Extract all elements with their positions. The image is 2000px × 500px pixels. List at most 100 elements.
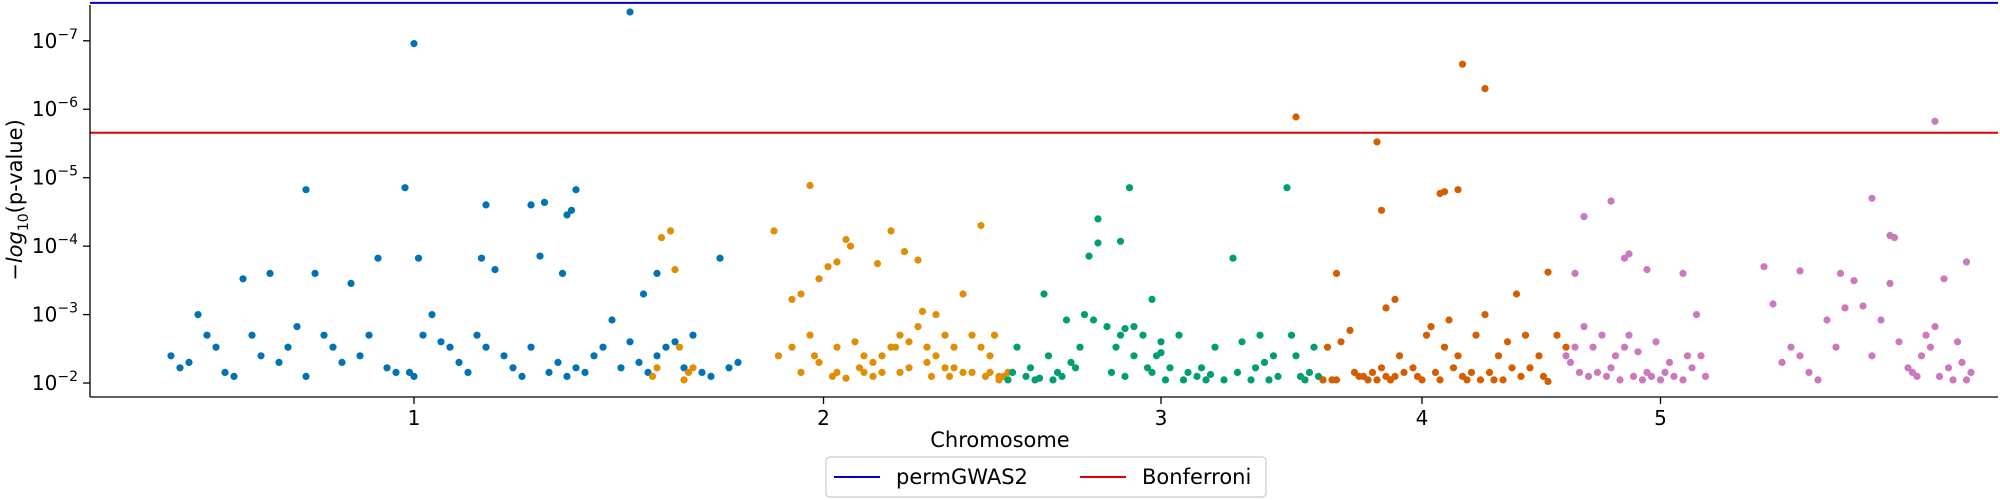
data-point-chr3-19: [1094, 239, 1102, 247]
data-point-chr3-43: [1229, 254, 1237, 262]
data-point-chr2-56: [914, 323, 922, 331]
data-point-chr4-51: [1373, 138, 1381, 146]
data-point-chr1-3: [194, 311, 202, 319]
legend-label-bonferroni: Bonferroni: [1142, 465, 1251, 489]
data-point-chr5-37: [1679, 269, 1687, 277]
data-point-chr3-48: [1256, 331, 1264, 339]
data-point-chr5-25: [1679, 376, 1687, 384]
data-point-chr2-33: [923, 358, 931, 366]
data-point-chr3-15: [1076, 343, 1084, 351]
data-point-chr5-68: [1967, 368, 1975, 376]
data-point-chr4-32: [1472, 331, 1480, 339]
data-point-chr3-27: [1139, 331, 1147, 339]
data-point-chr5-42: [1796, 352, 1804, 360]
data-point-chr2-18: [833, 368, 841, 376]
data-point-chr1-39: [491, 266, 499, 274]
x-tick-label-1: 1: [408, 406, 421, 430]
data-point-chr2-48: [833, 343, 841, 351]
data-point-chr2-28: [896, 331, 904, 339]
data-point-chr1-25: [392, 368, 400, 376]
data-point-chr2-40: [968, 368, 976, 376]
data-point-chr4-39: [1503, 338, 1512, 346]
data-point-chr1-8: [239, 275, 247, 283]
data-point-chr3-2: [1013, 343, 1021, 351]
data-point-chr3-20: [1103, 323, 1111, 331]
data-point-chr3-24: [1121, 372, 1129, 380]
y-tick-label-4: 10−3: [32, 301, 78, 327]
data-point-chr3-25: [1125, 184, 1134, 192]
data-point-chr1-26: [401, 184, 409, 192]
data-point-chr3-37: [1193, 372, 1201, 380]
data-point-chr1-56: [635, 358, 643, 366]
data-point-chr2-7: [684, 368, 693, 376]
data-point-chr5-7: [1593, 368, 1602, 376]
data-point-chr1-10: [257, 352, 265, 360]
data-point-chr1-31: [428, 311, 436, 319]
data-point-chr3-55: [1292, 352, 1300, 360]
data-point-chr4-0: [1319, 376, 1327, 384]
data-point-chr2-24: [873, 260, 882, 268]
data-point-chr3-9: [1049, 376, 1057, 384]
data-point-chr2-9: [770, 227, 778, 235]
y-axis-label-rest: (p-value): [3, 119, 27, 213]
data-point-chr1-60: [662, 343, 670, 351]
y-tick-label-2: 10−5: [32, 164, 78, 190]
legend: permGWAS2 Bonferroni: [825, 456, 1267, 498]
data-point-chr1-59: [653, 352, 661, 360]
data-point-chr1-47: [558, 269, 567, 277]
data-point-chr5-0: [1562, 352, 1570, 360]
data-point-chr5-43: [1805, 368, 1813, 376]
data-point-chr5-3: [1575, 368, 1584, 376]
data-point-chr4-43: [1521, 331, 1530, 339]
data-point-chr3-33: [1166, 364, 1174, 372]
data-point-chr2-62: [968, 331, 976, 339]
data-point-chr3-46: [1247, 376, 1255, 384]
data-point-chr5-12: [1616, 376, 1624, 384]
data-point-chr1-1: [176, 364, 184, 372]
data-point-chr5-29: [1697, 352, 1705, 360]
data-point-chr2-5: [675, 343, 684, 351]
data-point-chr3-51: [1269, 352, 1278, 360]
data-point-chr5-23: [1665, 358, 1674, 366]
data-point-chr4-36: [1490, 376, 1498, 384]
data-point-chr3-6: [1035, 374, 1044, 382]
data-point-chr4-3: [1332, 376, 1341, 384]
data-point-chr1-52: [599, 343, 607, 351]
data-point-chr2-34: [927, 372, 936, 380]
data-point-chr1-15: [302, 372, 310, 380]
y-axis-label: −log10(p-value): [3, 119, 32, 281]
data-point-chr1-73: [563, 211, 571, 219]
legend-label-permgwas2: permGWAS2: [896, 465, 1028, 489]
data-point-chr2-16: [824, 263, 832, 271]
data-point-chr3-42: [1220, 376, 1228, 384]
data-point-chr4-40: [1508, 364, 1516, 372]
data-point-chr2-67: [797, 368, 805, 376]
data-point-chr1-41: [509, 364, 517, 372]
data-point-chr1-40: [500, 352, 508, 360]
data-point-chr4-27: [1449, 364, 1458, 372]
data-point-chr5-19: [1647, 372, 1656, 380]
data-point-chr1-72: [540, 198, 549, 206]
data-point-chr1-34: [455, 358, 463, 366]
data-point-chr3-44: [1233, 368, 1242, 376]
x-tick-label-4: 4: [1416, 406, 1429, 430]
data-point-chr5-54: [1904, 364, 1912, 372]
data-point-chr2-50: [860, 368, 868, 376]
data-point-chr3-32: [1161, 376, 1170, 384]
data-point-chr5-33: [1607, 197, 1615, 205]
data-point-chr5-30: [1701, 372, 1710, 380]
data-point-chr3-23: [1116, 331, 1125, 339]
data-point-chr1-66: [716, 254, 724, 262]
data-point-chr1-28: [410, 372, 418, 380]
data-point-chr1-17: [320, 331, 328, 339]
data-point-chr1-2: [185, 358, 193, 366]
data-point-chr4-31: [1467, 368, 1476, 376]
data-point-chr1-68: [734, 358, 742, 366]
data-point-chr5-17: [1638, 376, 1647, 384]
data-point-chr5-6: [1589, 343, 1597, 351]
data-point-chr2-55: [905, 338, 913, 346]
data-point-chr4-55: [1440, 188, 1449, 196]
data-point-chr2-65: [995, 372, 1003, 380]
data-point-chr5-2: [1571, 343, 1579, 351]
data-point-chr3-29: [1148, 368, 1156, 376]
